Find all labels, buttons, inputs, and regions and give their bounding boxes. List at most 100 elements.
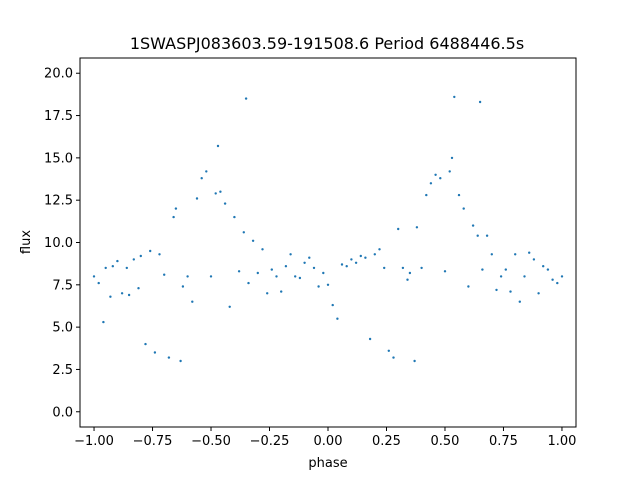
data-point [312, 266, 316, 270]
data-point [537, 292, 540, 295]
data-point [350, 258, 353, 261]
y-tick-label: 20.0 [44, 67, 73, 82]
data-point [462, 207, 465, 210]
data-point [551, 278, 554, 281]
data-point [181, 285, 185, 288]
data-point [289, 253, 292, 256]
y-axis-label: flux [19, 230, 34, 254]
data-point [186, 275, 189, 278]
data-point [209, 275, 213, 278]
data-point [495, 288, 498, 292]
data-point [261, 248, 264, 251]
data-point [478, 100, 482, 104]
data-point [228, 305, 231, 308]
data-point [195, 197, 199, 200]
data-point [237, 270, 241, 273]
data-point [476, 234, 479, 237]
data-point [139, 254, 142, 258]
y-axis: 0.0 2.5 5.0 7.5 10.0 12.5 15.0 17.5 20.0 [44, 67, 80, 420]
data-point [251, 239, 255, 242]
data-point [556, 281, 559, 285]
data-point [120, 292, 124, 295]
y-tick-label: 0.0 [52, 405, 73, 420]
data-point [216, 144, 220, 148]
data-point [294, 275, 297, 278]
chart-title: 1SWASPJ083603.59-191508.6 Period 6488446… [130, 34, 524, 53]
data-point [244, 97, 248, 100]
data-point [471, 224, 475, 227]
data-point [546, 268, 550, 271]
y-tick-label: 7.5 [52, 278, 73, 293]
data-point [448, 170, 451, 173]
data-point [104, 266, 107, 270]
data-point [413, 359, 416, 363]
data-point [219, 190, 222, 193]
data-point [481, 268, 484, 271]
data-point [275, 275, 278, 278]
data-point [317, 285, 320, 288]
x-tick-label: 1.00 [547, 434, 576, 449]
x-tick-label: −0.50 [191, 434, 231, 449]
data-point [336, 317, 339, 320]
data-point [298, 276, 302, 280]
data-point [532, 258, 536, 261]
data-point [153, 351, 157, 354]
data-point [247, 281, 250, 285]
data-point [214, 192, 217, 195]
data-point [92, 275, 96, 278]
data-points [92, 95, 564, 363]
data-point [345, 265, 348, 268]
x-axis: −1.00 −0.75 −0.50 −0.25 0.00 0.25 0.50 0.75 1.00 [74, 427, 576, 449]
data-point [560, 275, 564, 278]
data-point [284, 265, 288, 268]
data-point [326, 283, 330, 286]
data-point [97, 281, 100, 285]
data-point [528, 251, 531, 254]
x-axis-label: phase [308, 456, 347, 471]
data-point [137, 287, 140, 290]
data-point [127, 293, 131, 297]
data-point [373, 253, 376, 256]
data-point [303, 261, 306, 264]
data-point [509, 290, 512, 293]
y-tick-label: 2.5 [52, 363, 73, 378]
x-tick-label: 0.00 [314, 434, 343, 449]
y-tick-label: 12.5 [44, 194, 73, 209]
data-point [467, 285, 470, 288]
data-point [242, 231, 245, 234]
data-point [109, 295, 112, 298]
data-point [387, 349, 390, 352]
data-point [406, 278, 409, 281]
data-point [392, 356, 395, 359]
data-point [408, 271, 412, 275]
data-point [504, 268, 507, 271]
data-point [439, 177, 442, 180]
data-point [378, 248, 381, 251]
data-point [149, 249, 152, 253]
data-point [443, 270, 447, 273]
data-point [364, 256, 367, 259]
data-point [308, 256, 311, 259]
data-point [425, 193, 428, 197]
data-point [102, 320, 105, 324]
y-tick-label: 5.0 [52, 321, 73, 336]
data-point [518, 300, 521, 303]
data-point [354, 261, 358, 264]
data-point [256, 271, 259, 275]
data-point [434, 173, 437, 176]
data-point [450, 156, 454, 160]
data-point [322, 271, 325, 275]
data-point [280, 290, 283, 293]
data-point [172, 215, 175, 219]
data-point [523, 275, 526, 278]
data-point [205, 170, 208, 173]
data-point [223, 202, 227, 205]
x-tick-label: 0.75 [489, 434, 518, 449]
data-point [490, 253, 493, 256]
x-tick-label: 0.50 [431, 434, 460, 449]
data-point [125, 266, 128, 270]
data-point [429, 182, 433, 185]
data-point [191, 300, 194, 303]
